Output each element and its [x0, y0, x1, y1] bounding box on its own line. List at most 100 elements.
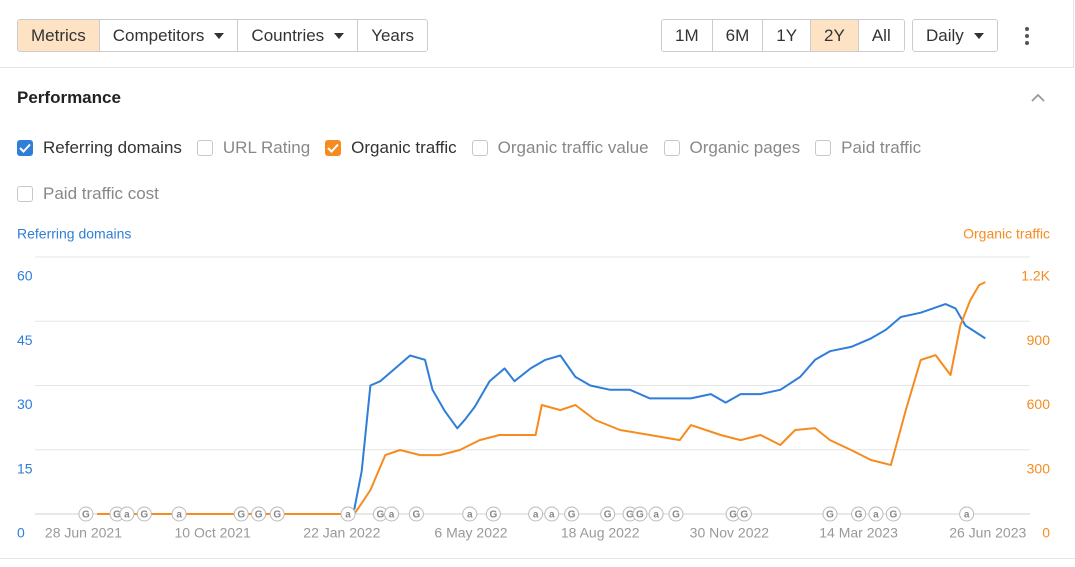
annotation-label: G	[604, 510, 612, 521]
button-label: All	[871, 25, 891, 45]
annotation-label: a	[533, 510, 539, 521]
metric-label: Organic traffic	[351, 138, 457, 157]
annotation-label: G	[636, 510, 644, 521]
annotation-label: a	[653, 510, 659, 521]
y2-tick-label: 1.2K	[1021, 268, 1050, 284]
annotation-marker	[822, 506, 838, 522]
metric-label: Organic traffic value	[497, 138, 649, 157]
toolbar-button[interactable]: 1Y	[762, 20, 811, 51]
metric-checkbox[interactable]: URL Rating	[196, 137, 311, 159]
metric-checkbox[interactable]: Referring domains	[17, 137, 182, 159]
checkbox	[663, 140, 680, 156]
y2-tick-label: 900	[1027, 332, 1051, 348]
toolbar-button[interactable]: 1M	[662, 20, 712, 51]
x-tick-label: 10 Oct 2021	[174, 525, 250, 541]
annotation-marker	[78, 506, 94, 522]
interval-dropdown: Daily	[912, 19, 998, 52]
x-tick-label: 6 May 2022	[434, 525, 507, 541]
annotation-label: G	[826, 510, 834, 521]
toolbar-button[interactable]: Years	[357, 20, 428, 51]
dropdown-caret	[334, 32, 345, 39]
caret-shape	[214, 32, 225, 39]
annotation-marker	[384, 506, 400, 522]
range-group: 1M 6M 1Y 2Y All	[661, 19, 905, 52]
checkbox	[17, 186, 33, 202]
filter-group: Metrics Competitors Countries Years	[17, 19, 429, 52]
annotation-label: a	[873, 510, 879, 521]
metric-label: Paid traffic cost	[43, 184, 159, 203]
metric-checkbox[interactable]: Paid traffic cost	[17, 183, 159, 205]
annotation-marker	[485, 506, 501, 522]
annotation-label: a	[345, 510, 351, 521]
toolbar: Metrics Competitors Countries Years 1M 6M 1Y 2…	[0, 0, 1074, 68]
y-tick-label: 60	[17, 268, 33, 284]
more-menu[interactable]	[1019, 24, 1035, 48]
toolbar-button[interactable]: All	[857, 20, 904, 51]
annotation-marker	[885, 506, 901, 522]
y-tick-label: 15	[17, 460, 33, 476]
x-tick-label: 26 Jun 2023	[949, 525, 1026, 541]
annotation-label: G	[729, 510, 737, 521]
button-label: 2Y	[824, 25, 845, 45]
annotation-label: G	[140, 510, 148, 521]
button-label: Years	[371, 25, 415, 45]
series-line	[97, 281, 986, 515]
annotation-marker	[668, 506, 684, 522]
annotation-label: G	[255, 510, 263, 521]
dropdown-caret	[214, 32, 225, 39]
metric-checkbox[interactable]: Organic pages	[663, 137, 800, 159]
metric-label: URL Rating	[222, 138, 311, 157]
button-label: 1Y	[776, 25, 798, 45]
x-tick-label: 18 Aug 2022	[561, 525, 640, 541]
checkbox	[471, 140, 488, 156]
annotation-marker	[851, 506, 867, 522]
annotation-label: G	[376, 510, 384, 521]
toolbar-button[interactable]: Countries	[237, 20, 358, 51]
dropdown-caret	[973, 32, 984, 39]
annotation-marker	[564, 506, 580, 522]
metric-checkbox[interactable]: Organic traffic value	[471, 137, 649, 159]
annotation-marker	[171, 506, 187, 522]
annotation-label: G	[626, 510, 634, 521]
annotation-marker	[648, 506, 664, 522]
toolbar-button[interactable]: 6M	[711, 20, 763, 51]
toolbar-button[interactable]: Daily	[913, 20, 997, 51]
annotation-marker	[269, 506, 285, 522]
metric-toggles: Referring domains URL Rating Organic traff…	[17, 137, 977, 205]
annotation-label: G	[82, 510, 90, 521]
metric-checkbox[interactable]: Paid traffic	[815, 137, 921, 159]
annotation-marker	[408, 506, 424, 522]
annotation-label: G	[855, 510, 863, 521]
y-tick-label: 0	[17, 525, 25, 541]
check-mark	[327, 143, 339, 153]
y2-tick-label: 600	[1027, 396, 1051, 412]
annotation-label: G	[740, 510, 748, 521]
x-tick-label: 14 Mar 2023	[819, 525, 898, 541]
checkbox	[325, 140, 342, 156]
annotation-label: G	[672, 510, 680, 521]
x-tick-label: 30 Nov 2022	[690, 525, 770, 541]
annotation-label: a	[124, 510, 130, 521]
toolbar-button[interactable]: Metrics	[18, 20, 99, 51]
y2-axis-title: Organic traffic	[963, 226, 1050, 242]
button-label: Countries	[251, 25, 325, 45]
annotation-marker	[340, 506, 356, 522]
annotation-marker	[233, 506, 249, 522]
y2-tick-label: 0	[1042, 525, 1050, 541]
annotation-label: G	[273, 510, 281, 521]
x-tick-label: 22 Jan 2022	[303, 525, 380, 541]
annotation-marker	[136, 506, 152, 522]
metric-checkbox[interactable]: Organic traffic	[325, 137, 457, 159]
button-label: 6M	[725, 25, 750, 45]
divider	[0, 558, 1075, 559]
annotation-label: a	[176, 510, 182, 521]
annotation-label: a	[964, 510, 970, 521]
annotation-marker	[251, 506, 267, 522]
toolbar-button[interactable]: 2Y	[810, 20, 858, 51]
toolbar-button[interactable]: Competitors	[98, 20, 238, 51]
annotation-label: G	[113, 510, 121, 521]
collapse-toggle[interactable]	[1030, 91, 1046, 103]
caret-shape	[334, 32, 345, 39]
